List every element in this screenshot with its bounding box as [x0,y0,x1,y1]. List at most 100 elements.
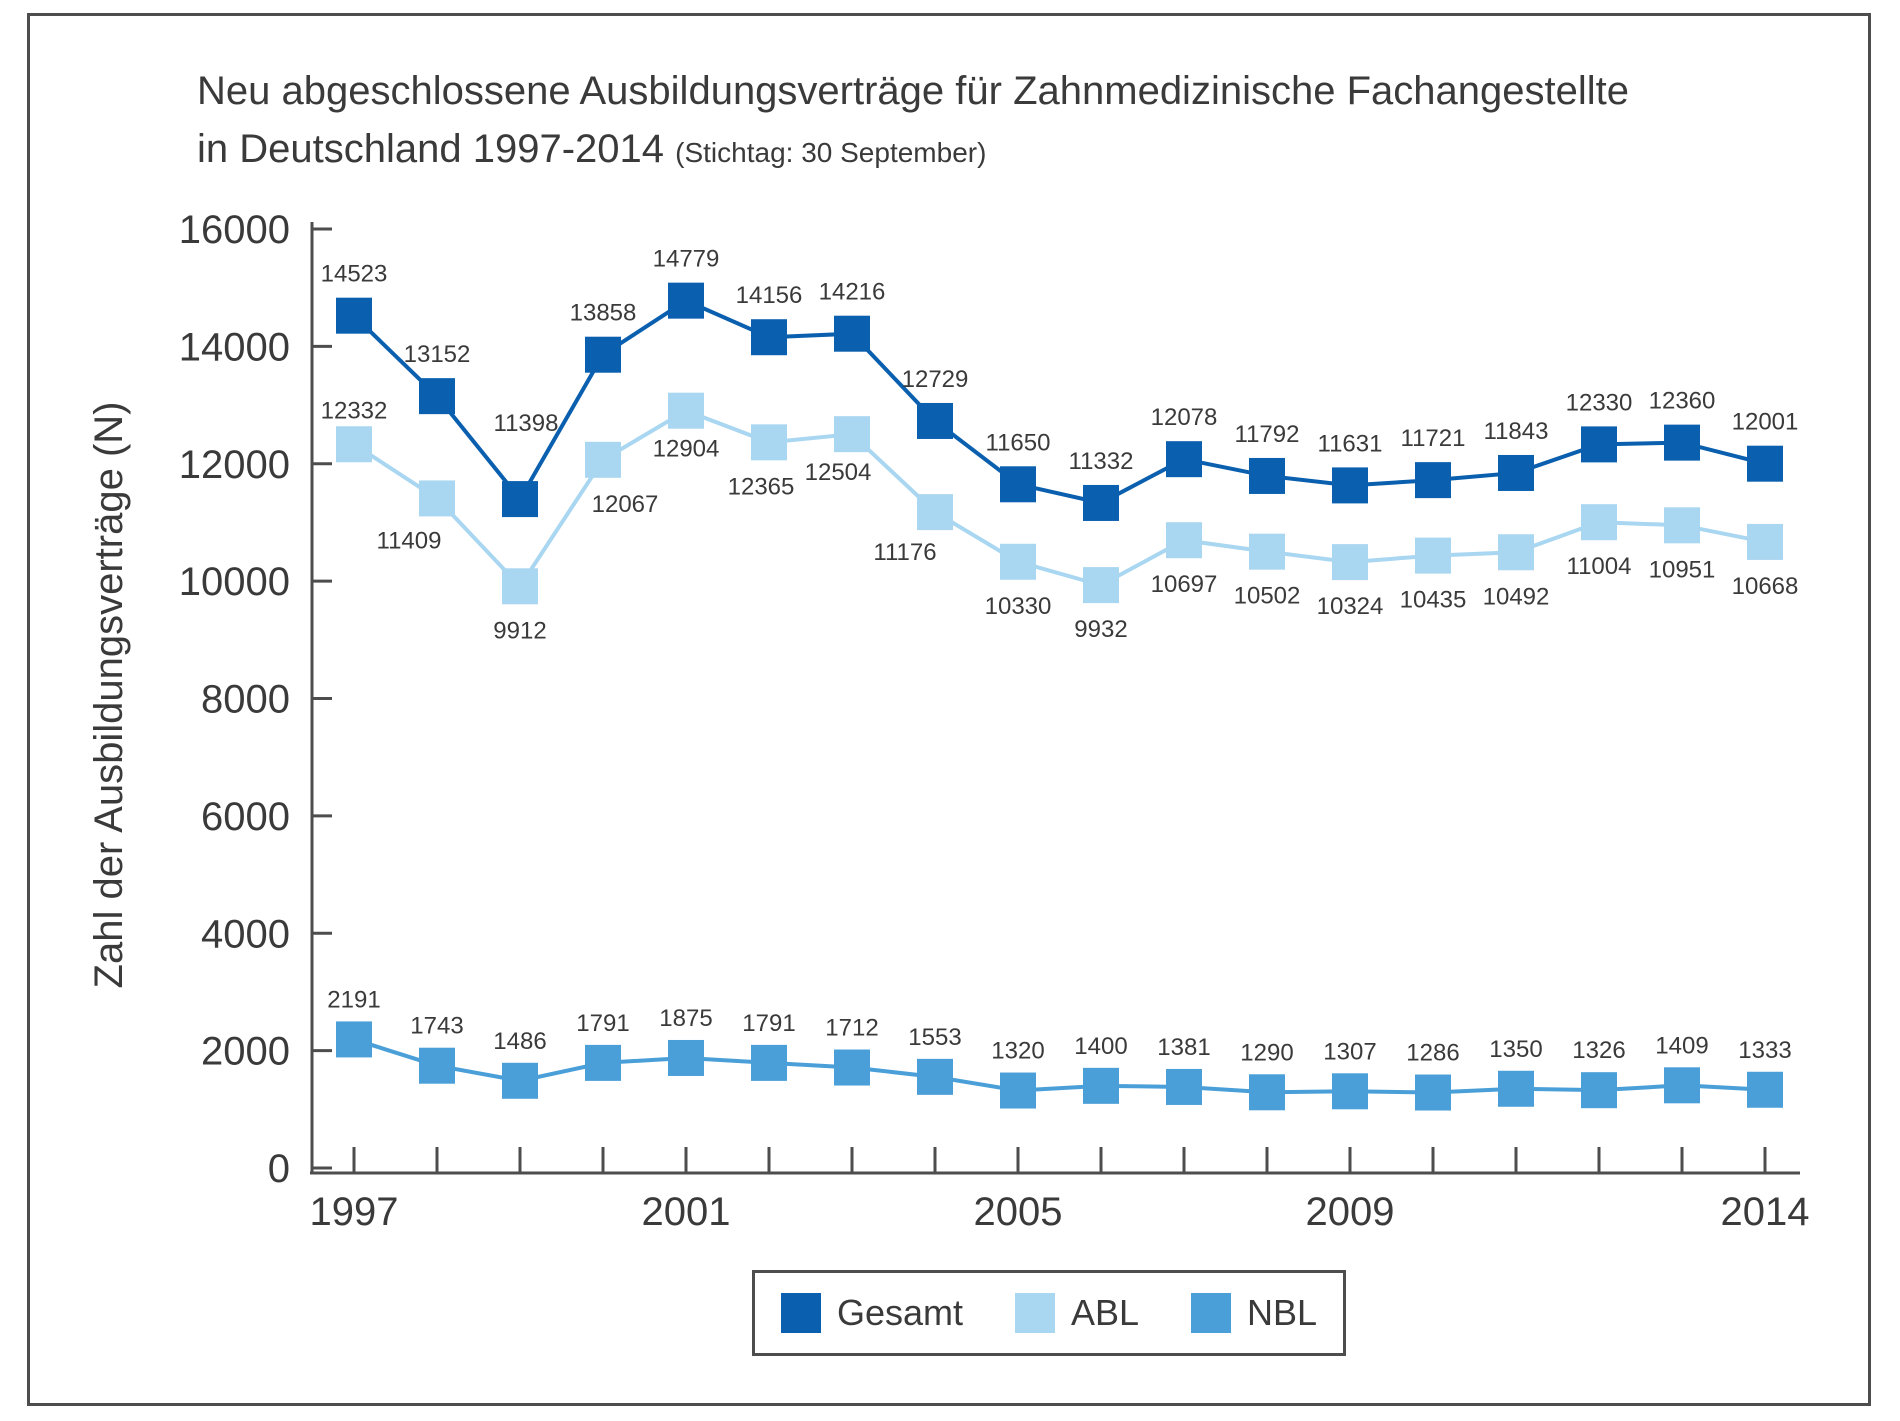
data-label-abl: 12504 [805,459,872,486]
data-point-nbl [1415,1074,1451,1111]
data-point-nbl [585,1044,621,1081]
data-label-nbl: 1286 [1406,1040,1459,1067]
data-point-abl [1083,567,1119,604]
x-tick-label: 2005 [974,1190,1063,1234]
data-label-abl: 10697 [1151,571,1218,598]
data-point-nbl [834,1049,870,1086]
y-tick-label: 8000 [201,678,290,722]
data-label-abl: 10492 [1483,583,1550,610]
data-label-nbl: 1743 [410,1013,463,1040]
data-point-nbl [917,1058,953,1095]
data-label-nbl: 2191 [327,986,380,1013]
data-label-gesamt: 12078 [1151,404,1218,431]
data-label-abl: 11176 [873,539,936,566]
series-line-nbl [353,1037,1766,1095]
data-point-gesamt [834,315,870,352]
data-point-nbl [1249,1074,1285,1111]
data-label-nbl: 1307 [1323,1038,1376,1065]
data-point-nbl [502,1062,538,1099]
legend: Gesamt ABL NBL [752,1270,1346,1356]
data-label-gesamt: 11792 [1235,421,1300,448]
data-label-abl: 10435 [1400,587,1467,614]
legend-label-nbl: NBL [1246,1292,1317,1333]
data-point-abl [917,494,953,531]
x-tick-label: 2001 [642,1190,731,1234]
data-label-gesamt: 14779 [653,246,720,273]
data-label-gesamt: 12001 [1732,409,1799,436]
data-point-gesamt [1415,462,1451,499]
data-label-nbl: 1486 [493,1028,546,1055]
data-point-abl [1332,544,1368,581]
data-point-abl [336,426,372,463]
data-label-abl: 12332 [321,397,388,424]
data-label-nbl: 1791 [576,1010,629,1037]
data-label-nbl: 1350 [1489,1036,1542,1063]
chart-title-line2-text: in Deutschland 1997-2014 [197,127,665,171]
data-point-abl [1166,522,1202,559]
data-label-nbl: 1553 [908,1024,961,1051]
data-point-nbl [1747,1071,1783,1108]
data-point-nbl [336,1021,372,1058]
data-point-gesamt [336,297,372,334]
data-point-gesamt [1581,426,1617,463]
data-point-nbl [1000,1072,1036,1109]
data-label-nbl: 1290 [1240,1039,1293,1066]
data-point-nbl [1498,1070,1534,1107]
data-point-nbl [668,1039,704,1076]
y-tick-label: 0 [268,1147,290,1191]
y-tick-label: 14000 [179,325,290,369]
legend-swatch-nbl [1190,1293,1231,1333]
data-label-gesamt: 12729 [902,366,969,393]
data-point-gesamt [1249,457,1285,494]
data-point-gesamt [1747,445,1783,482]
series-line-gesamt [352,298,1766,506]
data-label-abl: 12365 [728,473,795,500]
data-point-nbl [1083,1067,1119,1104]
data-point-nbl [1166,1068,1202,1105]
y-tick-label: 12000 [179,443,290,487]
data-label-gesamt: 14523 [321,261,388,288]
data-point-abl [1000,543,1036,580]
legend-item-nbl: NBL [1190,1292,1317,1334]
data-label-gesamt: 11398 [494,410,559,437]
data-label-gesamt: 14216 [819,279,886,306]
y-tick-label: 6000 [201,795,290,839]
data-point-gesamt [917,402,953,439]
legend-label-abl: ABL [1070,1292,1140,1333]
data-label-nbl: 1333 [1738,1037,1791,1064]
data-label-abl: 12904 [653,436,720,463]
data-label-gesamt: 12330 [1566,389,1633,416]
data-point-nbl [1332,1073,1368,1110]
legend-swatch-abl [1014,1293,1055,1333]
x-tick-label: 2014 [1721,1190,1810,1234]
data-label-abl: 10330 [985,593,1052,620]
data-point-nbl [751,1044,787,1081]
y-axis-label: Zahl der Ausbildungsverträge (N) [87,402,131,989]
data-point-gesamt [1166,441,1202,478]
legend-label-gesamt: Gesamt [836,1292,964,1333]
data-label-gesamt: 13858 [570,300,637,327]
data-label-abl: 10668 [1732,573,1799,600]
data-label-abl: 9932 [1074,616,1127,643]
data-label-nbl: 1791 [742,1010,795,1037]
chart-subtitle: (Stichtag: 30 September) [675,137,987,168]
data-point-abl [502,568,538,605]
data-point-abl [1664,507,1700,544]
data-point-nbl [419,1047,455,1084]
data-point-gesamt [1664,424,1700,461]
data-label-gesamt: 11332 [1069,448,1134,475]
x-tick-label: 1997 [310,1190,399,1234]
data-point-abl [1498,534,1534,571]
data-label-gesamt: 13152 [404,341,471,368]
data-point-gesamt [1332,467,1368,504]
y-tick-label: 10000 [179,560,290,604]
data-point-gesamt [1498,454,1534,491]
data-point-gesamt [502,481,538,518]
data-label-abl: 10324 [1317,593,1384,620]
data-point-abl [1249,533,1285,570]
data-label-abl: 11004 [1567,553,1632,580]
data-label-gesamt: 11631 [1318,430,1383,457]
data-label-gesamt: 11721 [1401,425,1466,452]
chart-frame [27,13,1871,1406]
data-point-gesamt [585,336,621,373]
